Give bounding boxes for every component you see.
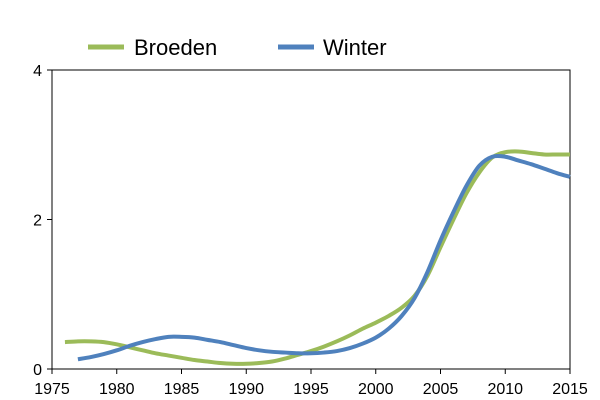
plot-area-border: [51, 69, 571, 370]
legend-label-broeden: Broeden: [134, 35, 217, 60]
x-tick-label: 1975: [34, 381, 70, 398]
axes: 0 2 4 1975 1980 1985 1990 1995 2000 2005 2010 2015: [33, 63, 588, 398]
y-tick-label: 4: [33, 63, 42, 80]
x-tick-label: 2005: [423, 381, 459, 398]
series-line-winter: [77, 153, 571, 362]
x-tick-label: 1990: [228, 381, 264, 398]
series-line-broeden: [64, 149, 570, 366]
x-tick-label: 2015: [552, 381, 588, 398]
legend-label-winter: Winter: [323, 35, 387, 60]
x-tick-label: 1985: [164, 381, 200, 398]
x-tick-label: 1995: [293, 381, 329, 398]
legend: Broeden Winter: [88, 35, 387, 60]
x-tick-label: 2010: [487, 381, 523, 398]
y-tick-label: 2: [33, 213, 42, 230]
y-tick-label: 0: [33, 362, 42, 379]
x-tick-label: 1980: [99, 381, 135, 398]
x-tick-label: 2000: [358, 381, 394, 398]
series-layer: [64, 149, 571, 366]
